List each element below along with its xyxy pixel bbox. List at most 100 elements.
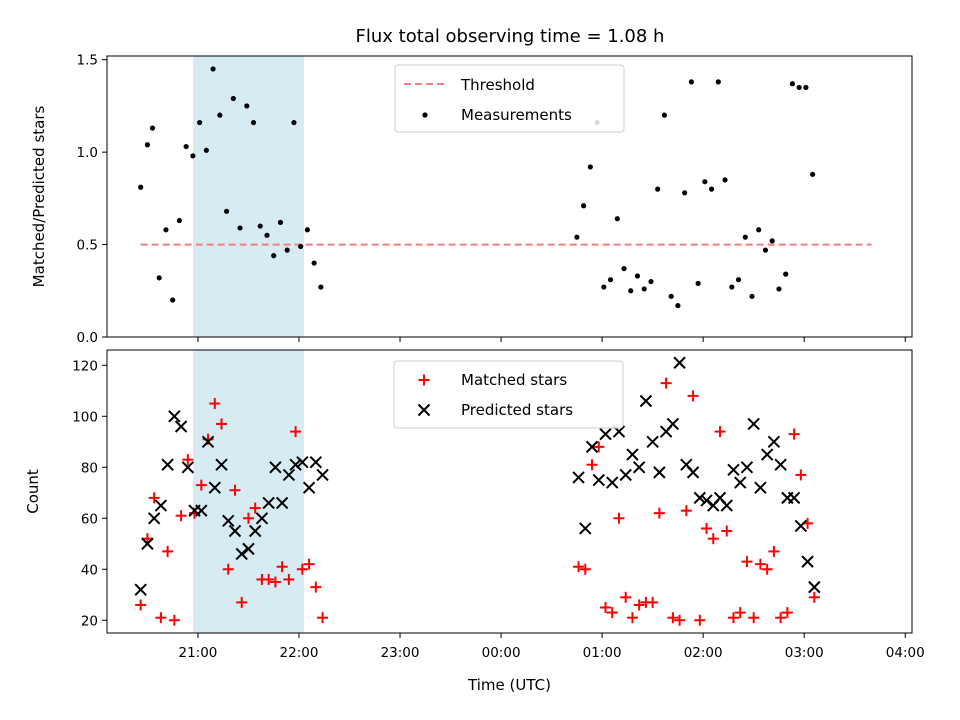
matched-star-point xyxy=(317,612,329,624)
measurement-point xyxy=(762,247,769,253)
predicted-star-point xyxy=(255,512,269,525)
measurement-point xyxy=(163,227,169,233)
measurement-point xyxy=(298,243,304,250)
measurement-point xyxy=(776,286,782,292)
top-panel: 0.0 0.5 1.0 1.5 Matched/Predicted stars Thr… xyxy=(30,53,913,346)
predicted-star-point xyxy=(134,583,147,596)
measurement-point xyxy=(244,103,250,109)
bottom-panel: 20 40 60 80 100 120 21:00 22:00 23:00 00:00 01:00… xyxy=(24,349,925,694)
matched-star-point xyxy=(626,612,638,624)
x-tick-label: 21:00 xyxy=(178,645,217,661)
legend-measurement-swatch xyxy=(422,112,428,118)
legend-threshold-label: Threshold xyxy=(460,76,535,94)
measurement-point xyxy=(756,227,762,233)
x-tick-label: 01:00 xyxy=(583,645,622,661)
bottom-ytick-label: 100 xyxy=(72,409,98,425)
x-axis-label: Time (UTC) xyxy=(467,676,551,694)
matched-star-point xyxy=(229,484,241,496)
measurement-point xyxy=(729,284,735,290)
predicted-star-point xyxy=(316,468,329,482)
measurement-point xyxy=(257,223,263,229)
matched-star-point xyxy=(707,533,719,545)
matched-star-point xyxy=(714,426,726,438)
matched-star-point xyxy=(303,558,315,570)
measurement-point xyxy=(318,284,324,290)
matched-star-point xyxy=(141,533,153,545)
measurement-point xyxy=(237,225,243,231)
measurement-point xyxy=(271,253,277,259)
matched-star-point xyxy=(613,512,625,524)
measurement-point xyxy=(648,278,654,285)
matched-star-point xyxy=(216,418,228,430)
predicted-star-point xyxy=(599,427,612,441)
predicted-star-point xyxy=(215,458,228,471)
bottom-axes-frame xyxy=(106,349,913,634)
matched-star-point xyxy=(606,607,618,619)
matched-star-point xyxy=(734,607,746,619)
measurement-point xyxy=(621,265,627,272)
matched-star-point xyxy=(653,507,665,519)
predicted-star-point xyxy=(760,448,774,461)
predicted-star-point xyxy=(754,481,767,494)
measurement-point xyxy=(810,171,816,177)
measurement-point xyxy=(138,184,144,190)
measurement-point xyxy=(250,119,257,126)
predicted-star-point xyxy=(794,519,808,533)
measurement-point xyxy=(149,125,156,131)
predicted-star-point xyxy=(646,435,659,448)
predicted-star-point xyxy=(767,435,781,448)
matched-star-point xyxy=(741,556,753,568)
matched-star-point xyxy=(276,561,288,573)
measurement-point xyxy=(783,271,789,277)
predicted-star-point xyxy=(161,458,174,471)
matched-star-point xyxy=(620,591,632,603)
top-legend-box xyxy=(394,64,625,133)
matched-star-point xyxy=(593,441,605,453)
matched-star-point xyxy=(721,525,733,537)
measurement-point xyxy=(203,147,209,153)
predicted-star-point xyxy=(174,420,188,433)
predicted-star-point xyxy=(147,512,161,525)
measurement-point xyxy=(735,277,742,283)
predicted-star-point xyxy=(269,461,282,474)
bottom-ytick-label: 20 xyxy=(81,613,98,629)
measurement-point xyxy=(769,238,775,244)
measurement-point xyxy=(614,216,620,222)
predicted-star-point xyxy=(248,524,262,538)
matched-star-point xyxy=(236,596,248,608)
measurement-point xyxy=(628,288,634,294)
predicted-star-point xyxy=(606,476,619,489)
top-axes-frame xyxy=(106,55,913,338)
matched-star-point xyxy=(674,614,686,626)
predicted-star-point xyxy=(195,504,208,517)
predicted-star-point xyxy=(639,394,653,408)
matched-star-point xyxy=(647,596,659,608)
predicted-star-point xyxy=(700,494,713,507)
predicted-star-point xyxy=(626,448,639,461)
measurement-point xyxy=(688,79,694,85)
measurement-point xyxy=(156,275,162,281)
measurement-point xyxy=(223,208,230,214)
matched-star-point xyxy=(788,428,800,440)
predicted-star-point xyxy=(201,435,215,448)
measurement-point xyxy=(284,247,290,253)
measurement-point xyxy=(170,297,176,303)
matched-star-point xyxy=(768,545,780,557)
measurement-point xyxy=(708,186,715,192)
predicted-star-point xyxy=(222,514,235,528)
x-tick-label: 04:00 xyxy=(886,645,925,661)
predicted-star-point xyxy=(747,417,760,431)
measurement-point xyxy=(675,302,681,309)
observing-window-shade-top xyxy=(192,56,305,337)
measurement-point xyxy=(668,293,674,299)
measurement-point xyxy=(311,260,317,266)
top-legend: Threshold Measurements xyxy=(394,64,625,133)
top-y-axis-label: Matched/Predicted stars xyxy=(30,106,48,288)
predicted-star-point xyxy=(154,499,168,512)
measurement-point xyxy=(803,84,809,91)
x-tick-label: 00:00 xyxy=(482,645,521,661)
matched-star-point xyxy=(660,377,672,389)
predicted-star-point xyxy=(208,481,221,494)
matched-star-point xyxy=(680,505,692,517)
